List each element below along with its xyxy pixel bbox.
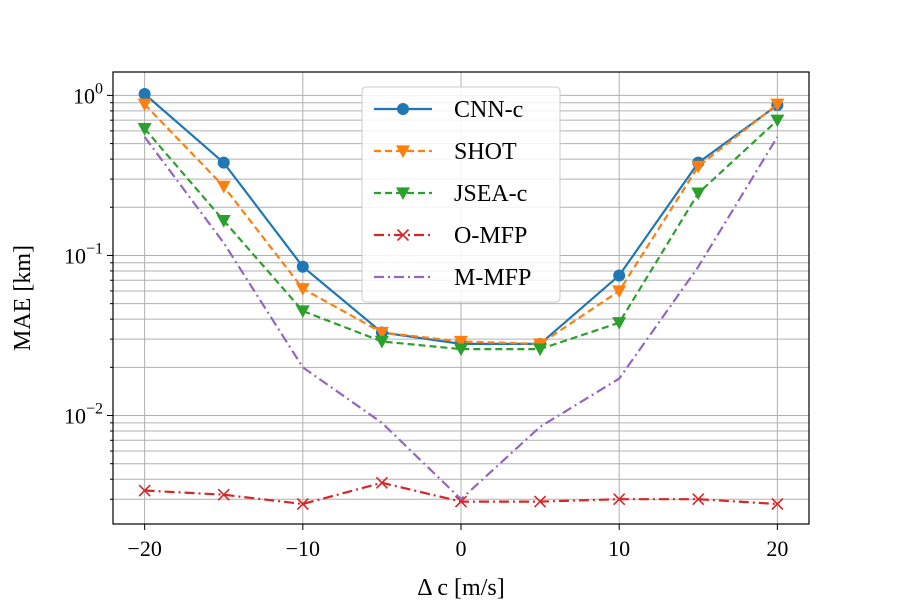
data-point <box>770 114 785 128</box>
x-tick-label: −20 <box>127 536 161 561</box>
legend-label: JSEA-c <box>454 181 527 207</box>
data-point <box>612 285 627 298</box>
data-point <box>374 335 389 349</box>
y-axis-label: MAE [km] <box>10 245 36 351</box>
legend-item: CNN-c <box>374 97 523 123</box>
data-point <box>613 493 626 506</box>
series-shot <box>137 98 785 351</box>
y-tick-exponent: 0 <box>95 80 103 97</box>
legend-box <box>361 86 561 303</box>
series-o-mfp <box>138 476 784 511</box>
y-tick-label: 10−2 <box>64 401 103 429</box>
legend-item: M-MFP <box>374 265 531 291</box>
legend-label: O-MFP <box>454 223 527 249</box>
legend-marker <box>397 103 409 115</box>
legend: CNN-c SHOT JSEA-c O-MFP M-MFP <box>361 86 561 303</box>
data-point <box>138 484 151 497</box>
data-point <box>454 335 468 349</box>
series-line <box>143 136 779 501</box>
series-m-mfp <box>143 136 779 501</box>
data-point <box>533 343 548 357</box>
data-point <box>534 495 547 508</box>
x-tick-label: 0 <box>456 536 467 561</box>
data-point <box>375 476 388 489</box>
y-tick-base: 10 <box>64 404 86 429</box>
y-tick-base: 10 <box>73 83 95 108</box>
x-tick-label: −10 <box>286 536 320 561</box>
data-point <box>217 488 230 501</box>
y-tick-exponent: −1 <box>86 240 103 257</box>
data-point <box>137 98 152 112</box>
y-tick-label: 10−1 <box>64 240 103 268</box>
data-point <box>295 283 310 296</box>
legend-label: CNN-c <box>454 97 523 123</box>
data-point <box>138 88 151 101</box>
x-tick-label: 20 <box>766 536 788 561</box>
data-point <box>296 497 309 511</box>
legend-marker <box>396 187 410 200</box>
series-jsea-c <box>137 114 785 357</box>
data-point <box>217 156 230 169</box>
data-point <box>454 343 468 357</box>
x-axis-label: Δ c [m/s] <box>417 575 504 600</box>
legend-item: O-MFP <box>374 223 527 249</box>
data-point <box>691 160 706 174</box>
data-point <box>613 269 626 282</box>
y-tick-base: 10 <box>64 243 86 268</box>
data-point <box>216 215 231 228</box>
y-tick-label: 100 <box>73 80 103 108</box>
data-point <box>771 497 784 511</box>
legend-marker <box>396 145 410 158</box>
legend-item: SHOT <box>374 139 517 165</box>
legend-label: SHOT <box>454 139 517 165</box>
data-point <box>691 187 706 201</box>
data-point <box>374 326 389 340</box>
x-tick-label: 10 <box>608 536 630 561</box>
data-point <box>454 495 468 508</box>
data-point <box>612 317 627 330</box>
legend-item: JSEA-c <box>374 181 527 207</box>
data-point <box>137 123 152 136</box>
y-tick-exponent: −2 <box>86 401 103 418</box>
series-layer <box>137 88 785 511</box>
legend-marker <box>396 228 410 242</box>
legend-label: M-MFP <box>454 265 531 291</box>
data-point <box>216 180 231 194</box>
data-point <box>692 493 705 506</box>
data-point <box>770 98 785 112</box>
data-point <box>295 305 310 318</box>
data-point <box>296 260 309 273</box>
